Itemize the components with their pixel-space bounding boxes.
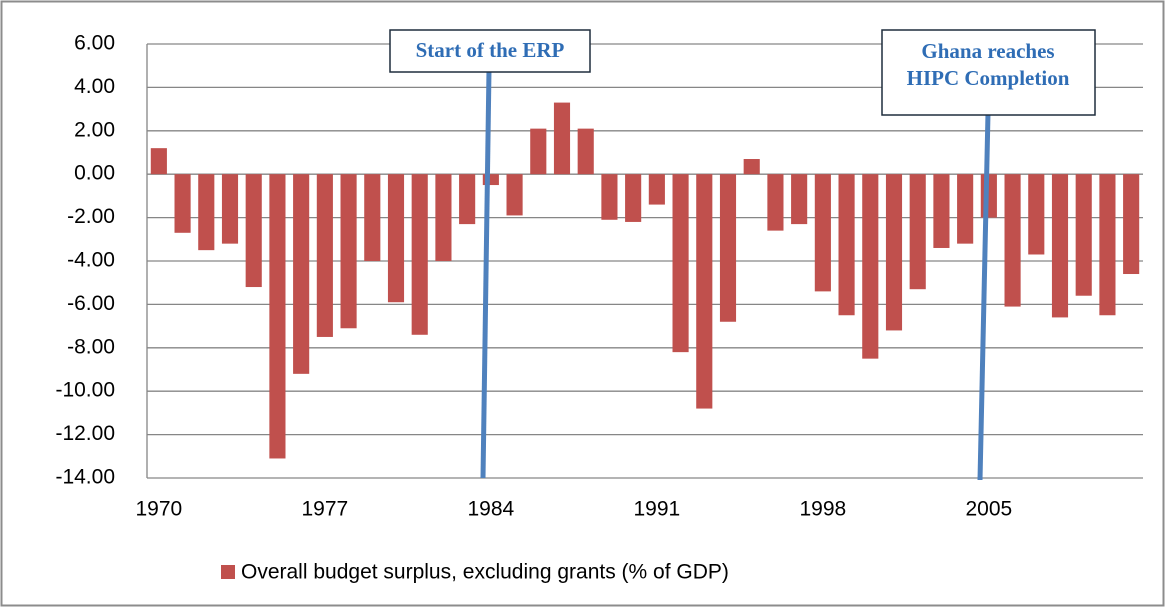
bar [696,174,713,409]
bar [198,174,215,251]
bar [577,128,594,175]
bar [245,174,262,288]
bar [459,174,476,225]
y-tick-label: -6.00 [67,292,115,315]
y-tick-label: -14.00 [55,466,115,489]
y-tick-label: -12.00 [55,422,115,445]
y-tick-label: 2.00 [74,118,115,141]
bar [862,174,879,359]
y-tick-label: -10.00 [55,379,115,402]
x-tick-label: 1970 [135,498,182,521]
bar [814,174,831,292]
annotation-box [881,29,1096,116]
bar [1051,174,1069,318]
bar [506,174,523,216]
legend-label: Overall budget surplus, excluding grants… [241,561,729,584]
annotation-text: HIPC Completion [907,66,1070,90]
bar [838,174,855,316]
y-tick-label: 0.00 [74,162,115,185]
bar [672,174,689,353]
bar [648,174,665,205]
bar [411,174,428,335]
hipc-annotation: Ghana reaches HIPC Completion [881,29,1096,481]
bar [791,174,808,225]
bar [909,174,926,290]
bar [1028,174,1045,255]
bar [269,174,286,459]
bar [221,174,239,244]
bar [957,174,974,244]
bar [885,174,903,331]
bar [601,174,618,220]
bar [174,174,191,233]
erp-line [480,69,492,479]
bar [150,148,167,175]
y-tick-label: 6.00 [74,32,115,55]
bar [719,174,737,322]
hipc-line [977,112,991,481]
legend-swatch [221,565,235,579]
x-tick-label: 2005 [965,498,1012,521]
y-tick-label: -2.00 [67,205,115,228]
bar [933,174,950,248]
erp-annotation: Start of the ERP [389,29,591,479]
bar [625,174,642,222]
bar [1075,174,1092,296]
x-tick-label: 1977 [301,498,348,521]
y-tick-label: 4.00 [74,75,115,98]
bar [340,174,357,329]
bar [1099,174,1116,316]
bar [364,174,381,261]
plot-area: -14.00 -12.00 -10.00 -8.00 -6.00 -4.00 -2.00 0.… [55,32,1143,584]
bar [482,174,499,186]
bar [316,174,333,337]
y-tick-label: -4.00 [67,249,115,272]
y-tick-label: -8.00 [67,335,115,358]
bar [743,159,760,175]
x-tick-label: 1998 [799,498,846,521]
bar [1004,174,1021,307]
bar [767,174,784,231]
annotation-text: Ghana reaches [921,39,1054,63]
bar [293,174,310,374]
annotation-text: Start of the ERP [416,38,565,62]
x-tick-label: 1991 [633,498,680,521]
x-tick-label: 1984 [467,498,514,521]
bar [530,128,547,175]
bar [435,174,452,261]
bar [387,174,405,303]
bar [553,102,571,175]
annotation-box [389,29,591,73]
bar [1123,174,1140,275]
